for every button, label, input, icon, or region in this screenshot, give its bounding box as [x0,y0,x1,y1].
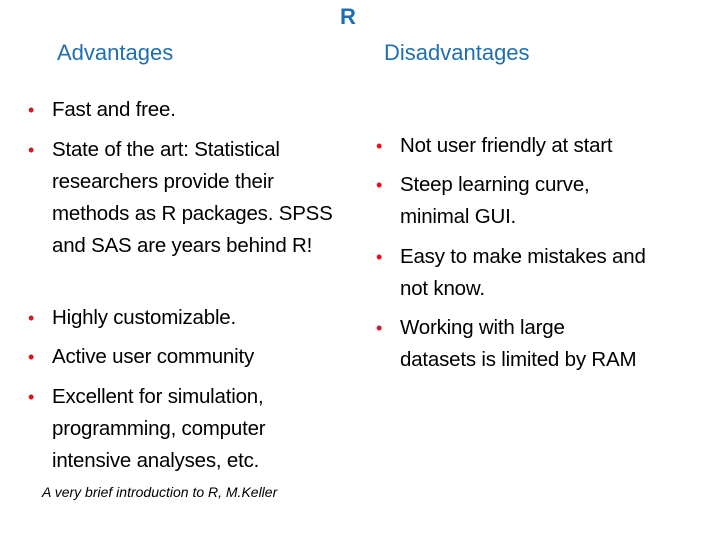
bullet-icon: • [376,318,383,338]
item-text: Active user community [52,345,255,368]
disadvantage-item: • Steep learning curve, minimal GUI. [376,169,650,233]
item-text: Working with large datasets is limited b… [400,316,637,371]
bullet-icon: • [376,247,383,267]
slide-title: R [340,4,356,29]
bullet-icon: • [28,347,35,367]
bullet-icon: • [376,175,383,195]
disadvantage-item: • Not user friendly at start [376,130,700,162]
advantage-item: • Fast and free. [28,94,332,126]
advantage-item: • State of the art: Statistical researche… [28,134,337,262]
item-text: Not user friendly at start [400,134,613,157]
item-text: Steep learning curve, minimal GUI. [400,173,590,228]
advantage-item: • Highly customizable. [28,302,332,334]
item-text: Excellent for simulation, programming, c… [52,385,266,472]
advantage-item: • Excellent for simulation, programming, … [28,381,332,477]
disadvantage-item: • Easy to make mistakes and not know. [376,241,660,305]
item-text: Highly customizable. [52,306,236,329]
bullet-icon: • [28,140,35,160]
bullet-icon: • [28,387,35,407]
disadvantage-item: • Working with large datasets is limited … [376,312,640,376]
bullet-icon: • [376,136,383,156]
footer-text: A very brief introduction to R, M.Keller [42,484,278,500]
item-text: Easy to make mistakes and not know. [400,245,646,300]
advantages-heading: Advantages [57,40,174,65]
item-text: Fast and free. [52,98,176,121]
advantage-item: • Active user community [28,341,332,373]
bullet-icon: • [28,100,35,120]
bullet-icon: • [28,308,35,328]
disadvantages-heading: Disadvantages [384,40,530,65]
item-text: State of the art: Statistical researcher… [52,138,333,257]
